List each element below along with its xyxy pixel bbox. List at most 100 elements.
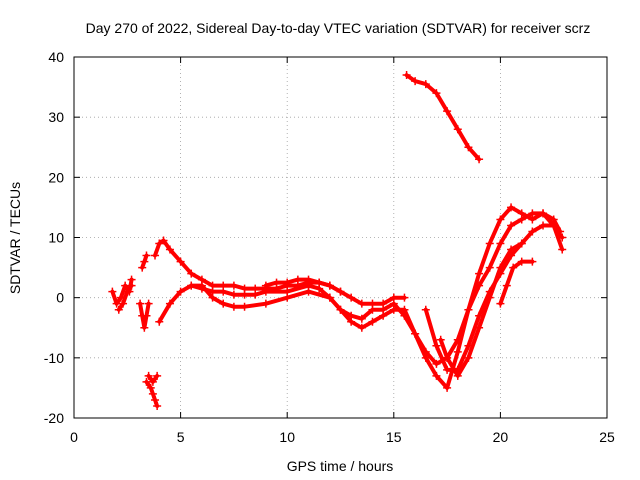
data-point	[475, 269, 484, 278]
series-arc-main-A	[153, 238, 407, 306]
data-point	[229, 281, 238, 290]
data-point	[485, 239, 494, 248]
data-point	[325, 281, 334, 290]
data-point	[402, 71, 411, 80]
series-arc-main-B	[157, 205, 563, 390]
data-point	[108, 287, 117, 296]
data-point	[148, 389, 157, 398]
data-point	[127, 281, 136, 290]
data-point	[219, 299, 228, 308]
data-point	[240, 302, 249, 311]
data-point	[443, 365, 452, 374]
data-point	[368, 305, 377, 314]
tick-layer	[73, 56, 608, 419]
data-point	[229, 290, 238, 299]
data-point	[368, 317, 377, 326]
data-point	[539, 209, 548, 218]
data-point	[496, 215, 505, 224]
data-point	[509, 263, 518, 272]
data-point	[443, 353, 452, 362]
data-point	[411, 329, 420, 338]
data-point	[336, 287, 345, 296]
tick-label-layer: 0 5 10 15 20 25 -20 -10 0 10 20 30 40	[44, 49, 615, 445]
data-point	[475, 155, 484, 164]
data-point	[475, 281, 484, 290]
data-point	[528, 209, 537, 218]
data-point	[142, 251, 151, 260]
data-point	[347, 311, 356, 320]
data-point	[432, 89, 441, 98]
x-axis-label: GPS time / hours	[287, 458, 394, 474]
data-point	[325, 293, 334, 302]
y-tick-label: -20	[44, 410, 64, 426]
series-arc-early-2	[116, 283, 134, 312]
data-point	[155, 317, 164, 326]
data-point	[436, 335, 445, 344]
series-arc-main-C	[189, 211, 565, 366]
data-point	[453, 335, 462, 344]
data-point	[517, 215, 526, 224]
data-point	[304, 275, 313, 284]
data-point	[421, 347, 430, 356]
data-point	[240, 290, 249, 299]
data-point	[443, 383, 452, 392]
data-point	[261, 281, 270, 290]
data-point	[464, 143, 473, 152]
data-point	[464, 305, 473, 314]
data-point	[136, 299, 145, 308]
y-tick-label: 40	[48, 49, 64, 65]
data-point	[379, 305, 388, 314]
data-point	[496, 263, 505, 272]
data-point	[140, 257, 149, 266]
data-point	[400, 293, 409, 302]
data-point	[155, 239, 164, 248]
data-point	[347, 293, 356, 302]
data-point	[219, 287, 228, 296]
data-point	[176, 257, 185, 266]
data-point	[140, 323, 149, 332]
data-point	[453, 125, 462, 134]
data-point	[453, 371, 462, 380]
data-point	[432, 341, 441, 350]
data-point	[443, 107, 452, 116]
y-tick-label: -10	[44, 350, 64, 366]
data-point	[549, 221, 558, 230]
y-tick-label: 0	[56, 290, 64, 306]
data-point	[148, 377, 157, 386]
data-point	[502, 281, 511, 290]
data-point	[146, 383, 155, 392]
data-point	[165, 299, 174, 308]
data-point	[153, 401, 162, 410]
data-point	[507, 203, 516, 212]
y-tick-label: 10	[48, 230, 64, 246]
data-point	[432, 359, 441, 368]
data-point	[272, 278, 281, 287]
data-point	[507, 245, 516, 254]
data-point	[261, 299, 270, 308]
data-point	[539, 221, 548, 230]
data-point	[496, 239, 505, 248]
data-point	[336, 305, 345, 314]
data-point	[151, 251, 160, 260]
data-point	[485, 293, 494, 302]
y-tick-label: 30	[48, 109, 64, 125]
data-point	[496, 299, 505, 308]
data-point	[528, 257, 537, 266]
data-point	[315, 278, 324, 287]
x-tick-label: 15	[386, 429, 402, 445]
data-point	[142, 311, 151, 320]
data-point	[528, 227, 537, 236]
data-point	[119, 299, 128, 308]
data-point	[151, 395, 160, 404]
data-point	[389, 299, 398, 308]
x-tick-label: 5	[177, 429, 185, 445]
x-tick-label: 0	[70, 429, 78, 445]
data-point	[138, 263, 147, 272]
data-point	[187, 281, 196, 290]
data-point	[357, 314, 366, 323]
x-tick-label: 20	[493, 429, 509, 445]
data-point	[123, 287, 132, 296]
data-point	[293, 275, 302, 284]
x-tick-label: 10	[279, 429, 295, 445]
